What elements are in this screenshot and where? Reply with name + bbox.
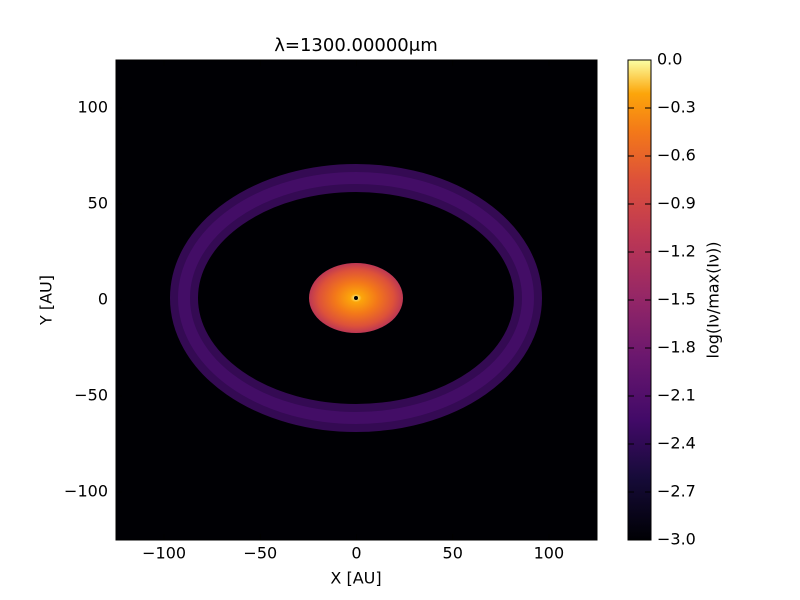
colorbar-tick-label: −1.5	[657, 290, 696, 309]
chart-title: λ=1300.00000μm	[274, 35, 438, 56]
y-tick-label: −50	[74, 386, 108, 405]
y-tick-label: 0	[98, 290, 108, 309]
x-tick-label: 100	[534, 544, 565, 563]
colorbar-tick-label: −0.6	[657, 146, 696, 165]
x-tick-label: 0	[351, 544, 361, 563]
colorbar-tick-label: −3.0	[657, 530, 696, 549]
colorbar-tick-label: −0.9	[657, 194, 696, 213]
colorbar-tick-label: −2.7	[657, 482, 696, 501]
y-tick-label: 100	[77, 98, 108, 117]
x-tick-label: −50	[243, 544, 277, 563]
colorbar-tick-label: −0.3	[657, 98, 696, 117]
x-axis-label: X [AU]	[330, 569, 381, 588]
colorbar-tick-label: −1.2	[657, 242, 696, 261]
image	[116, 60, 597, 540]
colorbar-tick-label: 0.0	[657, 50, 682, 69]
colorbar-label: log(Iν/max(Iν))	[704, 242, 723, 359]
y-tick-label: −100	[64, 482, 108, 501]
y-axis-label: Y [AU]	[37, 275, 56, 326]
x-tick-label: 50	[443, 544, 463, 563]
colorbar-tick-label: −2.1	[657, 386, 696, 405]
x-tick-label: −100	[142, 544, 186, 563]
colorbar-tick-label: −1.8	[657, 338, 696, 357]
y-tick-label: 50	[88, 194, 108, 213]
colorbar-tick-label: −2.4	[657, 434, 696, 453]
